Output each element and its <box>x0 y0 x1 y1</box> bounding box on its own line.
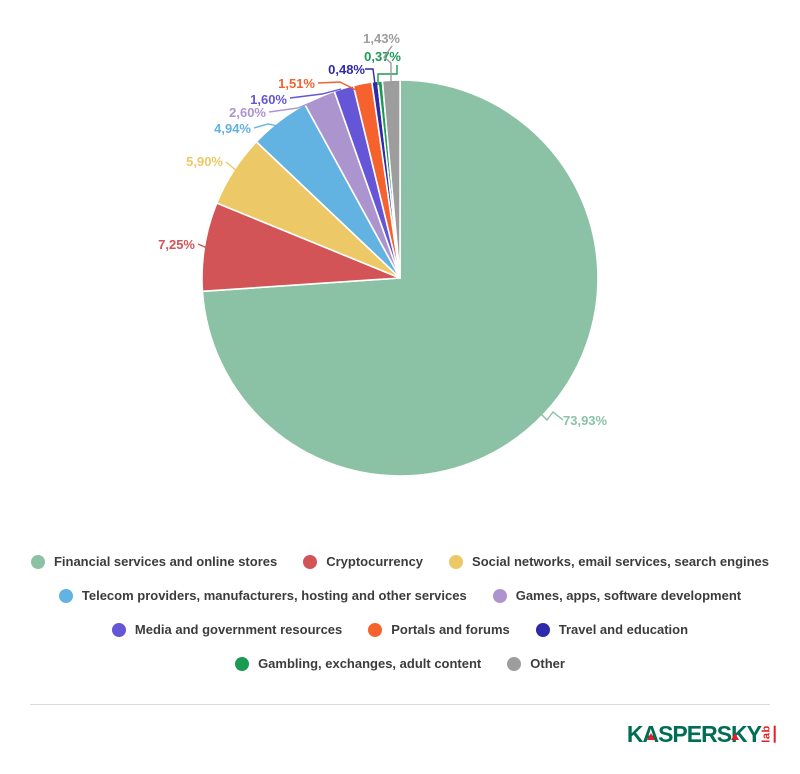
legend-item-cryptocurrency: Cryptocurrency <box>303 554 423 569</box>
divider <box>30 704 770 705</box>
leader-line-other <box>383 45 393 84</box>
leader-line-financial-services-and-online-stores <box>540 411 564 422</box>
legend-dot-social-networks-email-services-search-engines <box>449 554 464 569</box>
logo-triangle-icon <box>646 733 655 740</box>
legend-label: Telecom providers, manufacturers, hostin… <box>81 588 467 603</box>
slice-label-games-apps-software-development: 2,60% <box>229 105 266 120</box>
legend-item-portals-and-forums: Portals and forums <box>368 622 510 637</box>
logo-triangle-icon <box>730 733 739 740</box>
leader-line-cryptocurrency <box>197 243 208 249</box>
kaspersky-lab-text: lab <box>761 725 776 743</box>
leader-line-telecom-providers-manufacturers-hosting-and-other-services <box>253 123 279 129</box>
legend-dot-telecom-providers-manufacturers-hosting-and-other-services <box>58 588 73 603</box>
legend-label: Financial services and online stores <box>53 554 278 569</box>
slice-label-travel-and-education: 0,48% <box>328 62 365 77</box>
legend-label: Gambling, exchanges, adult content <box>258 656 482 671</box>
leader-line-gambling-exchanges-adult-content <box>377 65 398 85</box>
legend-dot-other <box>507 656 522 671</box>
legend-row: Media and government resources Portals an… <box>0 622 800 637</box>
legend-dot-games-apps-software-development <box>492 588 507 603</box>
slice-label-financial-services-and-online-stores: 73,93% <box>563 413 608 428</box>
slice-label-portals-and-forums: 1,51% <box>278 76 315 91</box>
chart-legend: Financial services and online stores Cryp… <box>0 554 800 690</box>
leader-line-games-apps-software-development <box>268 99 318 113</box>
slice-label-other: 1,43% <box>363 31 400 46</box>
legend-dot-financial-services-and-online-stores <box>30 554 45 569</box>
leader-line-media-and-government-resources <box>289 88 342 99</box>
pie-chart: 73,93% 7,25% 5,90% 4,94%2,60%1,60%1,51% 0,48… <box>158 31 608 477</box>
slice-label-telecom-providers-manufacturers-hosting-and-other-services: 4,94% <box>214 121 251 136</box>
legend-row: Financial services and online stores Cryp… <box>0 554 800 569</box>
legend-label: Social networks, email services, search … <box>472 554 770 569</box>
kaspersky-logo: KASPERSKY lab <box>627 721 776 747</box>
leader-line-portals-and-forums <box>317 81 359 92</box>
legend-dot-media-and-government-resources <box>111 622 126 637</box>
legend-dot-cryptocurrency <box>303 554 318 569</box>
legend-row: Telecom providers, manufacturers, hostin… <box>0 588 800 603</box>
leader-line-travel-and-education <box>365 68 376 85</box>
legend-dot-portals-and-forums <box>368 622 383 637</box>
leader-line-social-networks-email-services-search-engines <box>225 161 239 173</box>
legend-item-media-and-government-resources: Media and government resources <box>111 622 343 637</box>
slice-label-gambling-exchanges-adult-content: 0,37% <box>364 49 401 64</box>
legend-label: Other <box>530 656 565 671</box>
legend-item-other: Other <box>507 656 565 671</box>
legend-dot-travel-and-education <box>535 622 550 637</box>
legend-item-travel-and-education: Travel and education <box>535 622 689 637</box>
legend-item-games-apps-software-development: Games, apps, software development <box>492 588 742 603</box>
legend-label: Travel and education <box>558 622 689 637</box>
legend-item-financial-services-and-online-stores: Financial services and online stores <box>30 554 278 569</box>
legend-item-telecom-providers-manufacturers-hosting-and-other-services: Telecom providers, manufacturers, hostin… <box>58 588 467 603</box>
legend-label: Media and government resources <box>134 622 343 637</box>
kaspersky-lab-wrap: lab <box>761 721 776 747</box>
legend-item-gambling-exchanges-adult-content: Gambling, exchanges, adult content <box>235 656 481 671</box>
legend-row: Gambling, exchanges, adult content Other <box>0 656 800 671</box>
legend-label: Games, apps, software development <box>515 588 742 603</box>
slice-label-media-and-government-resources: 1,60% <box>250 92 287 107</box>
legend-dot-gambling-exchanges-adult-content <box>235 656 250 671</box>
legend-item-social-networks-email-services-search-engines: Social networks, email services, search … <box>449 554 769 569</box>
slice-label-cryptocurrency: 7,25% <box>158 237 195 252</box>
legend-label: Cryptocurrency <box>326 554 424 569</box>
footer: KASPERSKY lab <box>627 721 776 747</box>
legend-label: Portals and forums <box>391 622 510 637</box>
slice-label-social-networks-email-services-search-engines: 5,90% <box>186 154 223 169</box>
